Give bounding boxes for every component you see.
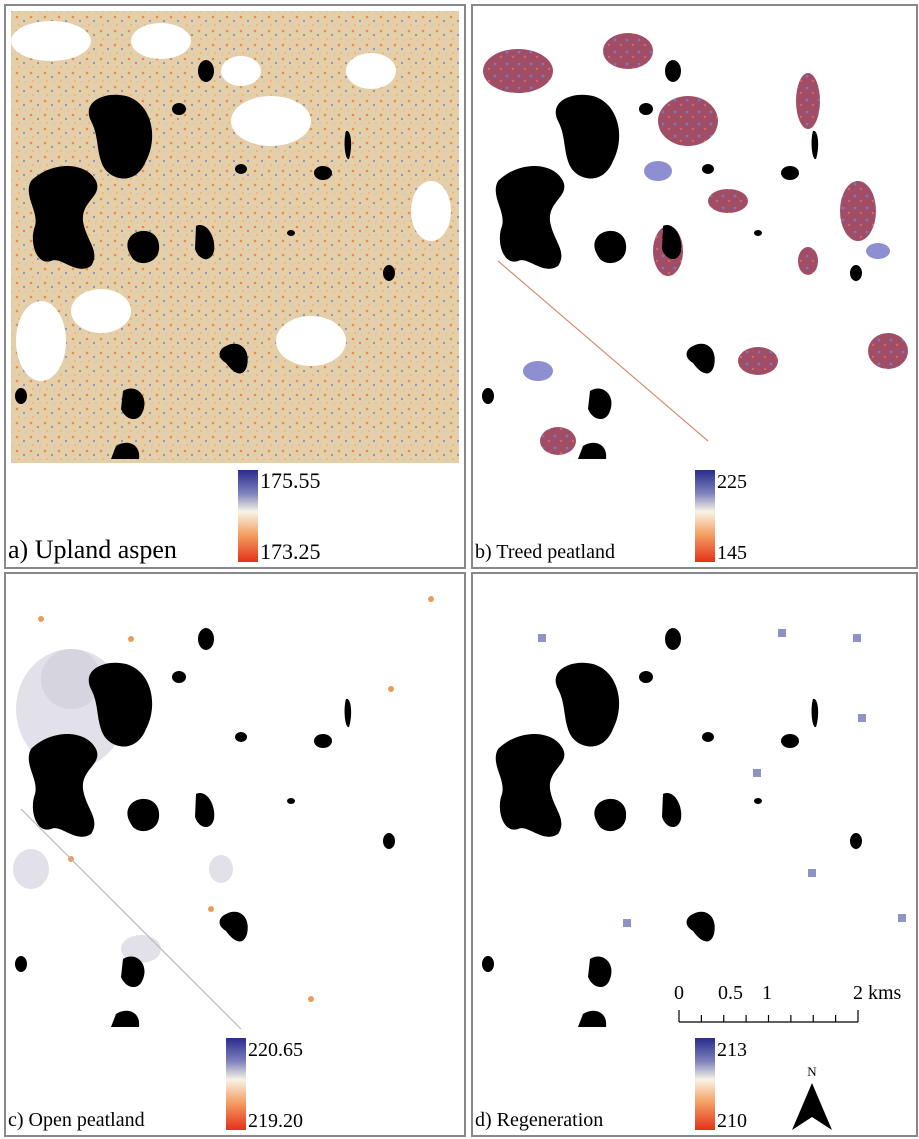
legend-max: 225 — [717, 471, 747, 493]
peatland-patch — [866, 243, 890, 259]
regeneration-patch — [753, 769, 761, 777]
map — [478, 579, 911, 1031]
clearing — [71, 289, 131, 333]
peatland-patch — [523, 361, 553, 381]
legend-ramp — [226, 1038, 246, 1130]
legend-ramp — [238, 470, 258, 562]
regeneration-patch — [538, 634, 546, 642]
peatland-patch — [540, 427, 576, 455]
clearing — [221, 56, 261, 86]
map — [11, 579, 459, 1031]
clearing — [11, 21, 91, 61]
peatland-patch — [603, 33, 653, 69]
map-panel: 175.55 173.25 a) Upland aspen — [5, 5, 465, 568]
panel-label: b) Treed peatland — [475, 541, 615, 563]
legend-ramp — [695, 470, 715, 562]
scale-label: 0.5 — [718, 982, 743, 1004]
regeneration-patch — [858, 714, 866, 722]
speckle — [208, 906, 214, 912]
clearing — [276, 316, 346, 366]
scale-label: 2 kms — [853, 982, 902, 1004]
legend-min: 219.20 — [248, 1110, 303, 1132]
speckle — [38, 616, 44, 622]
clearing — [16, 301, 66, 381]
peatland-patch — [483, 49, 553, 93]
regeneration-patch — [853, 634, 861, 642]
map-panel: 213 210 d) Regeneration — [472, 573, 917, 1136]
clearing — [131, 23, 191, 59]
regeneration-patch — [808, 869, 816, 877]
map — [11, 11, 459, 463]
legend-min: 210 — [717, 1110, 747, 1132]
map-panel: 225 145 b) Treed peatland — [472, 5, 917, 568]
legend-min: 173.25 — [260, 539, 321, 564]
map-panel: 220.65 219.20 c) Open peatland — [5, 573, 465, 1136]
map — [478, 11, 911, 463]
peatland-patch — [644, 161, 672, 181]
peatland-patch — [209, 855, 233, 883]
peatland-patch — [658, 96, 718, 146]
clearing — [346, 53, 396, 89]
legend-max: 213 — [717, 1039, 747, 1061]
scale-label: 1 — [762, 982, 772, 1004]
peatland-patch — [840, 181, 876, 241]
peatland-patch — [708, 189, 748, 213]
clearing — [411, 181, 451, 241]
peatland-patch — [798, 247, 818, 275]
figure: 175.55 173.25 a) Upland aspen 225 145 b) Tree… — [0, 0, 919, 1139]
regeneration-patch — [898, 914, 906, 922]
legend-min: 145 — [717, 542, 747, 564]
peatland-patch — [868, 333, 908, 369]
clearing — [231, 96, 311, 146]
regeneration-patch — [623, 919, 631, 927]
speckle — [388, 686, 394, 692]
scale-label: 0 — [674, 982, 684, 1004]
panel-label: a) Upland aspen — [8, 535, 177, 564]
peatland-patch — [796, 73, 820, 129]
speckle — [128, 636, 134, 642]
legend-max: 220.65 — [248, 1039, 303, 1061]
panel-label: d) Regeneration — [475, 1109, 603, 1131]
regeneration-patch — [778, 629, 786, 637]
legend-max: 175.55 — [260, 468, 321, 493]
panel-label: c) Open peatland — [8, 1109, 145, 1131]
speckle — [308, 996, 314, 1002]
legend-ramp — [695, 1038, 715, 1130]
peatland-patch — [13, 849, 49, 889]
peatland-patch — [738, 347, 778, 375]
north-label: N — [807, 1064, 817, 1079]
speckle — [428, 596, 434, 602]
